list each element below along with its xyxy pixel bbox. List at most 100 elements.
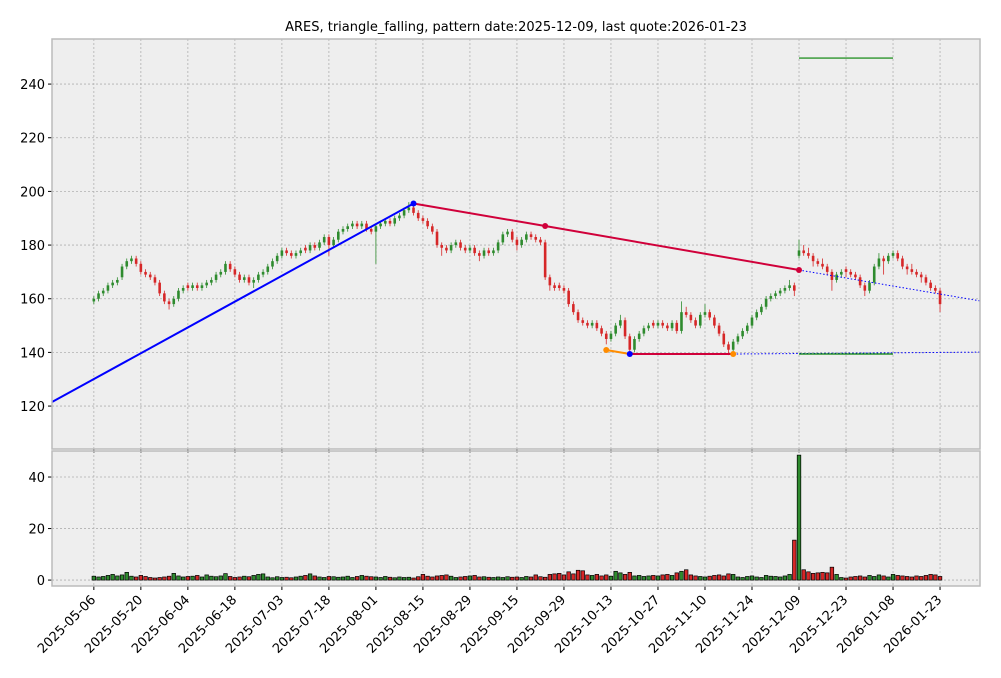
volume-bar: [345, 575, 350, 581]
pivot-point: [410, 200, 417, 207]
y-tick-label: 240: [20, 78, 45, 93]
volume-bar: [213, 576, 219, 581]
candle-body: [478, 253, 481, 256]
candle-body: [854, 274, 857, 278]
candle-body: [355, 223, 359, 227]
volume-bar: [829, 566, 835, 581]
volume-bar: [392, 577, 397, 581]
volume-bar: [152, 577, 158, 581]
volume-bar: [524, 576, 529, 581]
volume-bar: [707, 575, 712, 581]
candle-body: [703, 312, 707, 315]
pivot-point: [603, 346, 610, 353]
candle-body: [651, 322, 655, 326]
volume-bar: [242, 575, 247, 581]
candle-body: [308, 245, 312, 251]
volume-bar: [862, 576, 867, 581]
candle-body: [388, 220, 392, 224]
candle-body: [835, 274, 838, 280]
candle-body: [741, 330, 744, 337]
candle-body: [97, 293, 100, 299]
volume-bar: [914, 575, 919, 581]
candle-body: [891, 253, 895, 256]
volume-bar: [608, 575, 614, 581]
candle-body: [656, 322, 660, 326]
volume-bar: [303, 575, 308, 581]
candle-body: [289, 253, 293, 256]
candle-body: [101, 290, 105, 294]
volume-bar: [928, 574, 933, 581]
volume-bar: [684, 569, 689, 581]
candle-body: [280, 250, 284, 256]
volume-bar: [453, 577, 458, 581]
volume-bar: [867, 575, 872, 581]
candle-body: [492, 250, 495, 254]
candle-body: [200, 285, 204, 289]
candle-body: [435, 231, 439, 246]
y-tick-label: 200: [20, 185, 45, 200]
candle-body: [402, 210, 406, 216]
volume-bar: [500, 577, 505, 581]
candle-body: [872, 266, 876, 283]
volume-bar: [425, 575, 430, 581]
candle-body: [285, 250, 288, 254]
candle-body: [727, 344, 730, 350]
volume-bar: [542, 576, 548, 581]
candle-body: [506, 231, 509, 235]
volume-bar: [448, 575, 454, 581]
volume-bar: [350, 577, 355, 581]
volume-bar: [251, 575, 256, 581]
candle-body: [332, 239, 335, 246]
volume-bar: [810, 573, 816, 581]
volume-bar: [110, 574, 115, 581]
candle-body: [614, 325, 617, 334]
volume-bar: [745, 576, 750, 581]
candle-body: [257, 274, 260, 280]
volume-bar: [759, 577, 764, 581]
candle-body: [553, 285, 556, 289]
candle-body: [745, 325, 749, 331]
candle-body: [661, 322, 664, 326]
candle-body: [539, 239, 542, 243]
volume-bar: [895, 575, 900, 581]
volume-bar: [857, 575, 863, 581]
candle-body: [407, 207, 411, 211]
volume-bar: [416, 576, 421, 581]
volume-bar: [528, 576, 534, 581]
candle-body: [595, 322, 599, 329]
volume-bar: [637, 575, 642, 581]
candle-body: [557, 285, 561, 289]
volume-bar: [218, 575, 223, 581]
candle-body: [341, 228, 345, 232]
volume-bar: [434, 575, 440, 581]
candle-body: [144, 271, 147, 275]
candle-body: [637, 333, 641, 339]
candle-body: [736, 336, 740, 342]
candle-body: [708, 312, 711, 318]
candle-body: [510, 231, 514, 240]
candle-body: [398, 215, 401, 219]
volume-bar: [740, 577, 745, 581]
volume-bar: [796, 454, 802, 581]
volume-bar: [444, 574, 449, 581]
volume-bar: [359, 575, 364, 581]
candle-body: [496, 242, 500, 251]
volume-bar: [265, 576, 270, 581]
pivot-point: [730, 351, 737, 358]
candle-body: [764, 298, 768, 307]
candle-body: [313, 245, 317, 248]
volume-bar: [430, 576, 435, 581]
volume-bar: [594, 574, 600, 581]
volume-bar: [420, 574, 426, 581]
volume-bar: [96, 576, 101, 581]
candle-body: [520, 239, 523, 246]
volume-bar: [787, 574, 792, 581]
candle-body: [680, 312, 683, 331]
candle-body: [628, 336, 632, 350]
candle-body: [393, 218, 397, 224]
candle-body: [797, 250, 801, 256]
candle-body: [793, 285, 796, 291]
volume-bar: [195, 575, 200, 581]
volume-bar: [876, 574, 882, 581]
